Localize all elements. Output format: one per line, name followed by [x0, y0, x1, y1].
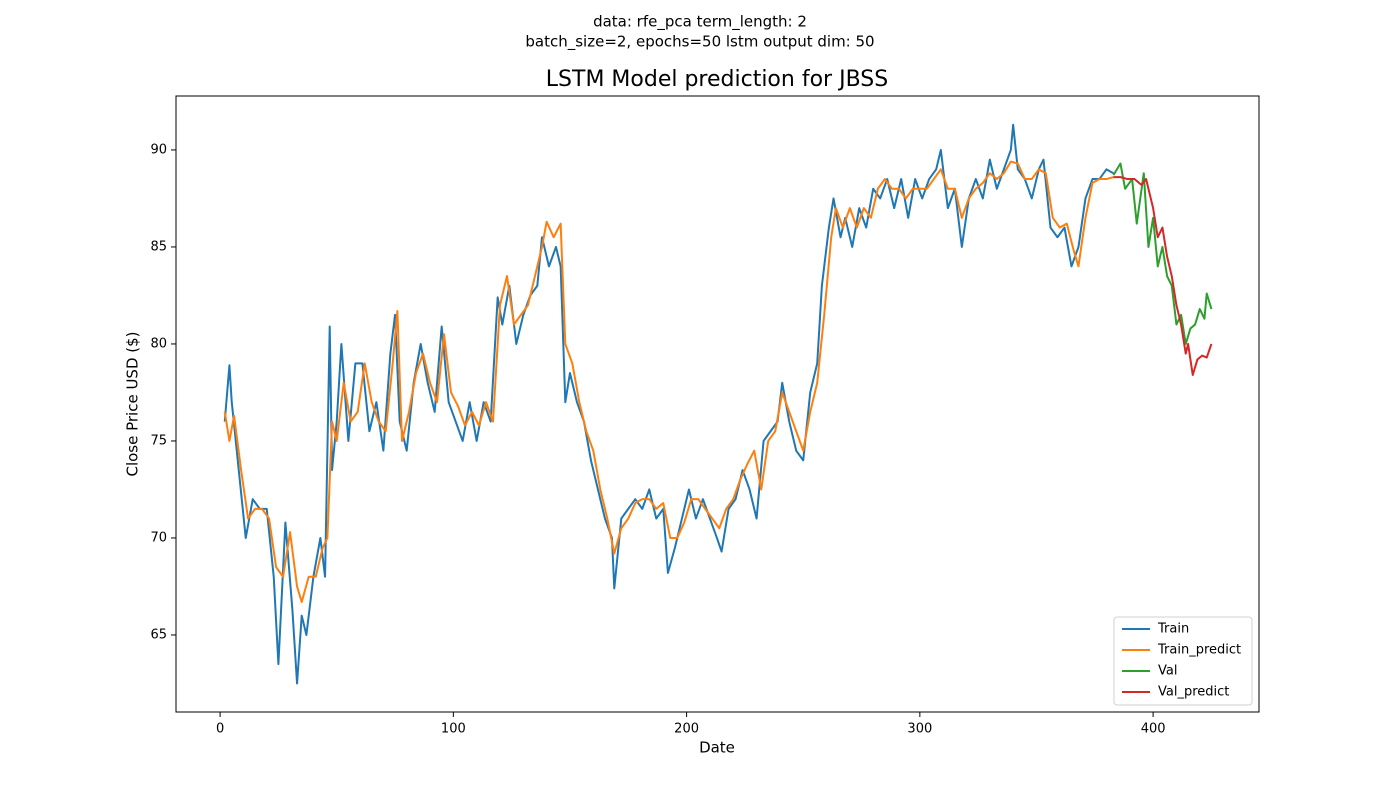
x-tick-label: 100 — [441, 722, 466, 737]
series-line — [223, 123, 1114, 685]
y-tick-label: 65 — [150, 627, 167, 642]
legend-label: Val_predict — [1158, 685, 1229, 700]
y-tick-label: 75 — [150, 433, 167, 448]
suptitle-line: batch_size=2, epochs=50 lstm output dim:… — [525, 33, 874, 52]
y-tick-label: 85 — [150, 239, 167, 254]
y-tick-label: 70 — [150, 530, 167, 545]
x-tick-label: 300 — [907, 722, 932, 737]
x-axis-label: Date — [699, 739, 735, 757]
legend-label: Train — [1157, 622, 1189, 637]
legend-label: Train_predict — [1157, 643, 1241, 658]
plot-frame — [175, 95, 1260, 713]
x-tick-label: 0 — [216, 722, 224, 737]
series-line — [1113, 176, 1213, 376]
series-line — [223, 160, 1114, 603]
y-tick-label: 90 — [150, 142, 167, 157]
legend-label: Val — [1158, 664, 1177, 679]
x-tick-label: 400 — [1141, 722, 1166, 737]
y-axis-label: Close Price USD ($) — [124, 331, 142, 476]
series-line — [1112, 162, 1213, 345]
y-tick-label: 80 — [150, 336, 167, 351]
suptitle-line: data: rfe_pca term_length: 2 — [593, 13, 807, 32]
legend-box — [1113, 616, 1253, 706]
x-tick-label: 200 — [674, 722, 699, 737]
chart-title: LSTM Model prediction for JBSS — [546, 67, 888, 92]
